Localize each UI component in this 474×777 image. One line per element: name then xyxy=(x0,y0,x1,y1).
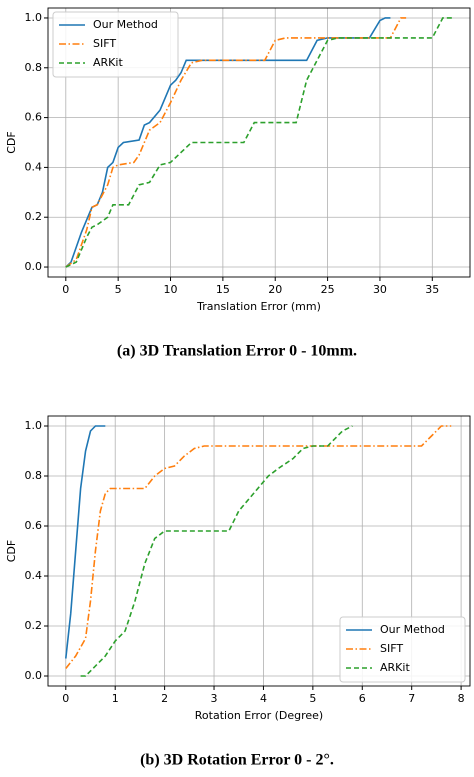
caption: (a) 3D Translation Error 0 - 10mm. xyxy=(117,343,357,360)
y-axis-label: CDF xyxy=(5,540,18,562)
y-tick-label: 0.2 xyxy=(25,210,43,223)
y-tick-label: 0.4 xyxy=(25,160,43,173)
x-tick-label: 15 xyxy=(216,283,230,296)
y-tick-label: 1.0 xyxy=(25,11,43,24)
x-tick-label: 30 xyxy=(373,283,387,296)
y-axis-label: CDF xyxy=(5,131,18,153)
legend-label: SIFT xyxy=(380,642,403,655)
series-line xyxy=(65,17,454,268)
y-tick-label: 0.4 xyxy=(25,569,43,582)
legend-box xyxy=(339,616,466,683)
series-line xyxy=(65,17,391,268)
caption: (b) 3D Rotation Error 0 - 2°. xyxy=(140,752,334,769)
x-tick-label: 5 xyxy=(309,692,316,705)
y-tick-label: 0.0 xyxy=(25,669,43,682)
x-tick-label: 3 xyxy=(211,692,218,705)
series-line xyxy=(65,425,452,669)
x-axis-label: Rotation Error (Degree) xyxy=(195,709,323,722)
y-tick-label: 0.8 xyxy=(25,469,43,482)
series-line xyxy=(65,17,407,268)
x-tick-label: 5 xyxy=(115,283,122,296)
x-tick-label: 35 xyxy=(425,283,439,296)
x-tick-label: 1 xyxy=(112,692,119,705)
legend-label: Our Method xyxy=(93,18,158,31)
x-tick-label: 25 xyxy=(321,283,335,296)
x-axis-label: Translation Error (mm) xyxy=(196,300,321,313)
x-tick-label: 20 xyxy=(268,283,282,296)
x-tick-label: 4 xyxy=(260,692,267,705)
plot-frame xyxy=(47,415,471,687)
y-tick-label: 0.8 xyxy=(25,61,43,74)
x-tick-label: 10 xyxy=(164,283,178,296)
series-line xyxy=(64,425,106,659)
x-tick-label: 0 xyxy=(62,283,69,296)
x-tick-label: 8 xyxy=(458,692,465,705)
y-tick-label: 0.0 xyxy=(25,260,43,273)
x-tick-label: 7 xyxy=(408,692,415,705)
x-tick-label: 6 xyxy=(359,692,366,705)
legend-box xyxy=(52,11,179,78)
y-tick-label: 0.6 xyxy=(25,111,43,124)
y-tick-label: 0.2 xyxy=(25,619,43,632)
legend-label: ARKit xyxy=(93,56,123,69)
y-tick-label: 0.6 xyxy=(25,519,43,532)
plot-frame xyxy=(47,7,471,278)
legend-label: ARKit xyxy=(380,661,410,674)
x-tick-label: 2 xyxy=(161,692,168,705)
legend-label: Our Method xyxy=(380,623,445,636)
y-tick-label: 1.0 xyxy=(25,419,43,432)
x-tick-label: 0 xyxy=(62,692,69,705)
legend-label: SIFT xyxy=(93,37,116,50)
